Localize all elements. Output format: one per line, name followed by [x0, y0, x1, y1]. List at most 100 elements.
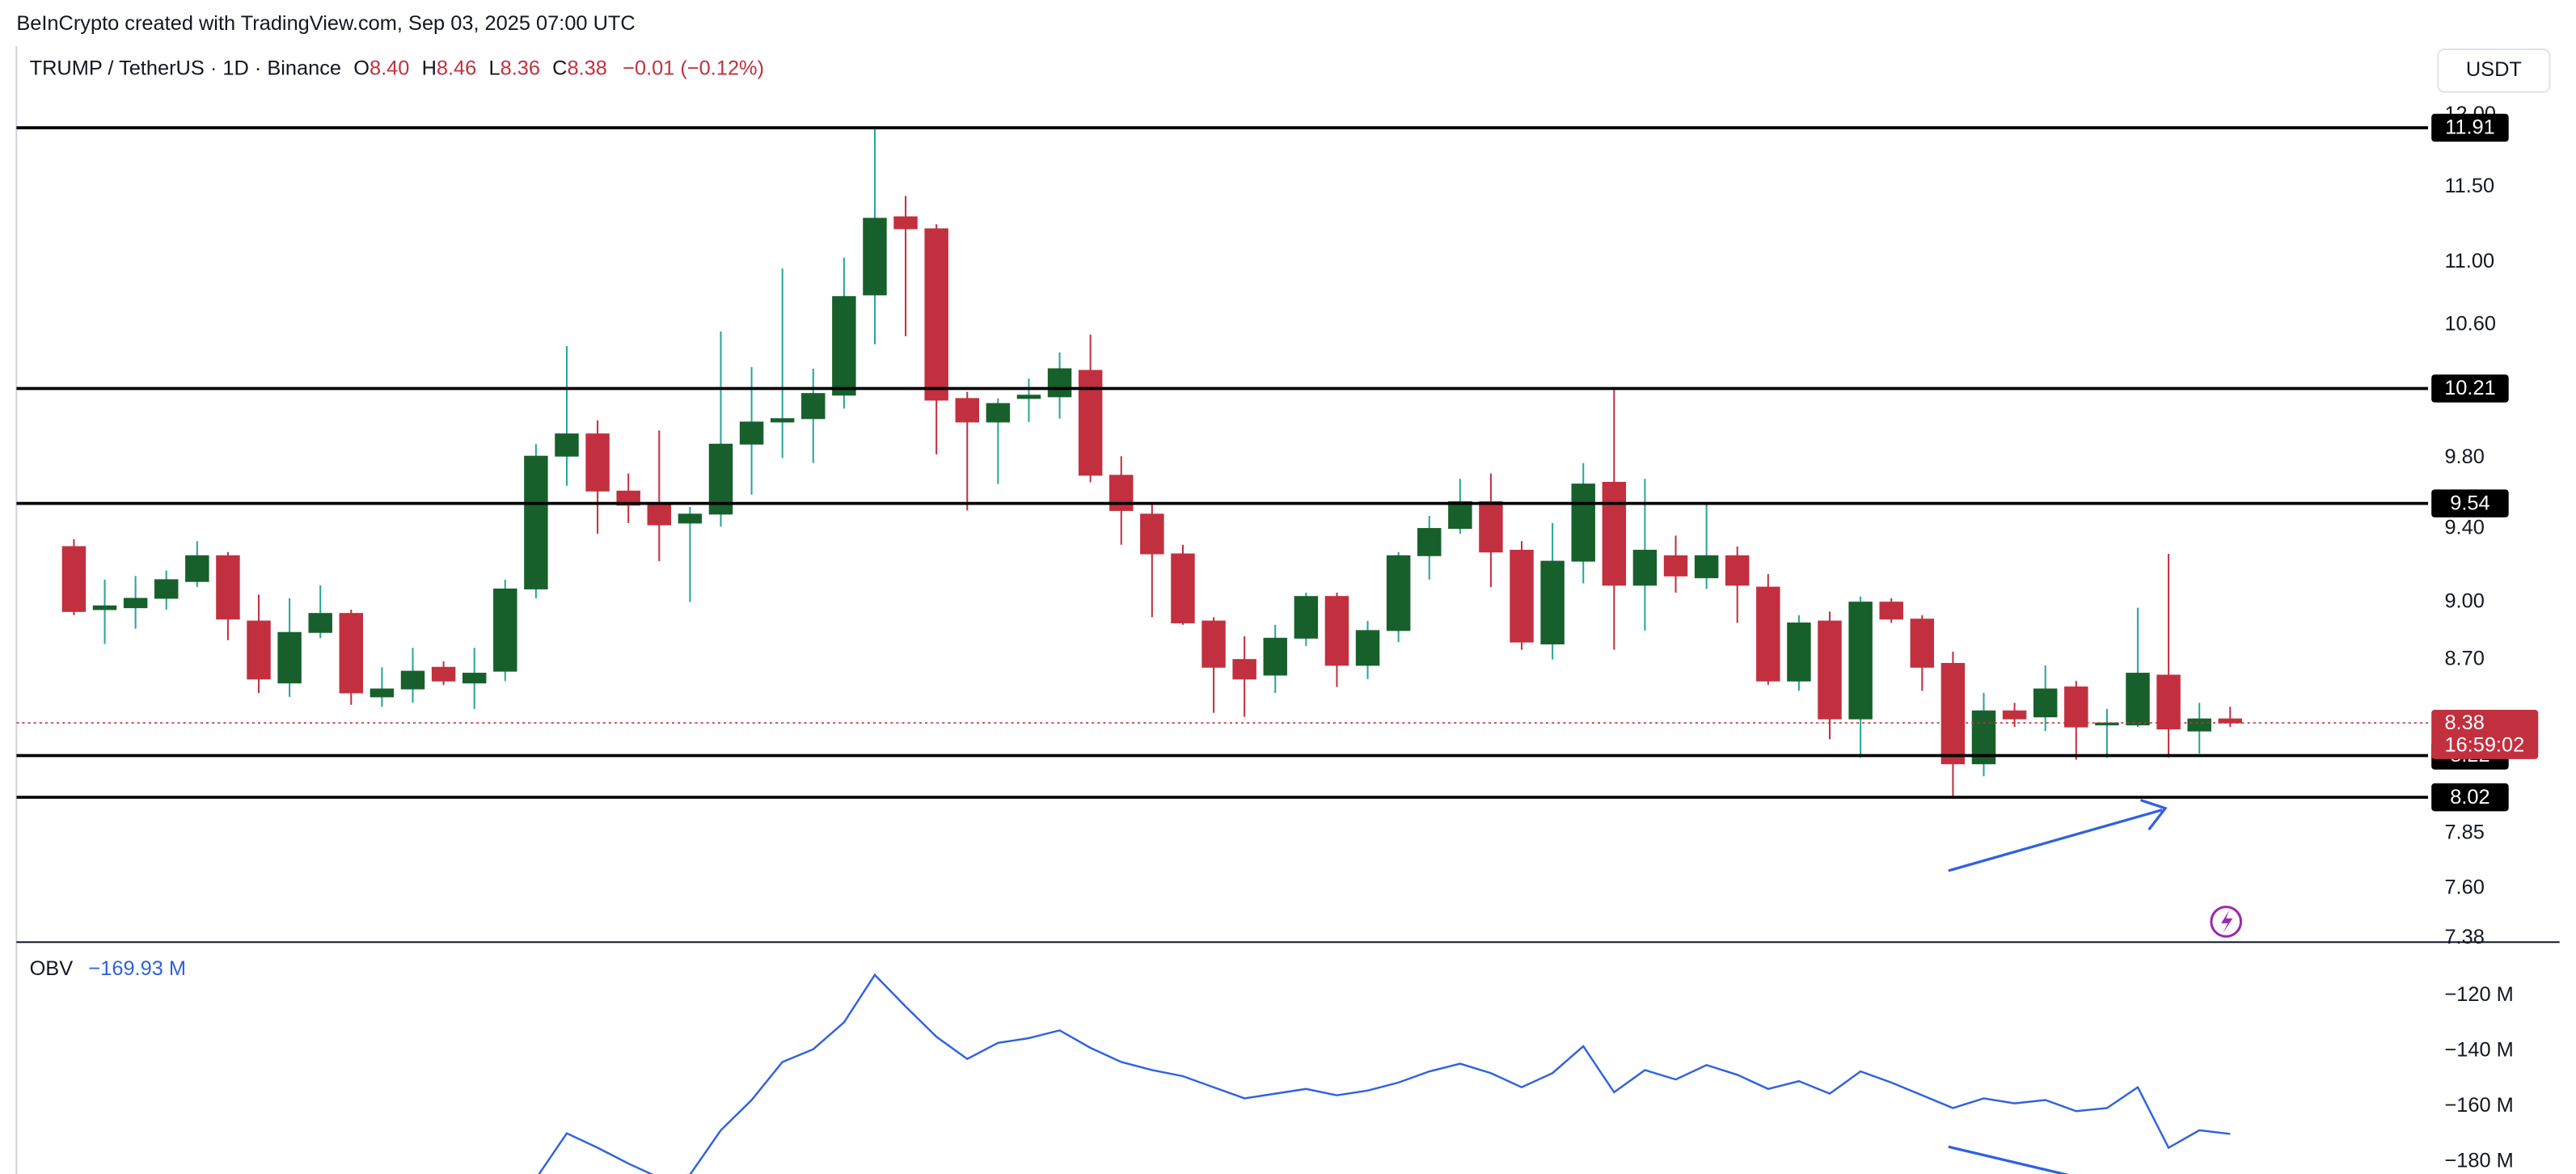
change: −0.01 (−0.12%): [623, 57, 764, 79]
level-label: 9.54: [2450, 492, 2489, 514]
candle-body: [986, 403, 1011, 423]
candle-body: [1848, 602, 1873, 720]
candle-body: [1417, 528, 1442, 556]
candle-body: [2002, 710, 2027, 720]
y-tick-label: −140 M: [2444, 1038, 2513, 1061]
candle-body: [1879, 602, 1903, 620]
candle-body: [2064, 686, 2088, 728]
candle-body: [1632, 549, 1658, 586]
candle-body: [1940, 662, 1966, 765]
level-label: 11.91: [2445, 116, 2495, 139]
candle-body: [1047, 368, 1072, 398]
candle-body: [585, 433, 610, 492]
candle-body: [462, 673, 487, 684]
candle-body: [1016, 395, 1041, 399]
candle-body: [678, 513, 703, 524]
ohlc-value: 8.40: [370, 57, 409, 79]
y-tick-label: 11.00: [2444, 250, 2494, 272]
y-tick-label: 7.85: [2444, 821, 2484, 844]
alert-icon[interactable]: [2210, 906, 2243, 938]
candle-body: [2156, 674, 2181, 730]
obv-axis: −120 M −140 M −160 M −180 M: [2444, 983, 2513, 1172]
candle-body: [493, 588, 517, 672]
candle-body: [1540, 560, 1565, 644]
candle-body: [1448, 500, 1472, 530]
ohlc-key: C: [552, 57, 567, 79]
price-axis: 12.0011.5011.0010.609.809.409.008.707.85…: [2444, 103, 2496, 948]
arrow-head: [2140, 798, 2168, 831]
candle-body: [2187, 718, 2211, 732]
candle-body: [1355, 630, 1380, 666]
candle-body: [955, 398, 980, 423]
candle-body: [400, 670, 425, 690]
candle-body: [770, 418, 795, 423]
ohlc-value: 8.38: [568, 57, 607, 79]
candle-body: [308, 613, 332, 633]
y-tick-label: 8.70: [2444, 647, 2484, 669]
candle-body: [277, 631, 302, 684]
y-tick-label: 10.60: [2444, 313, 2496, 336]
candle-body: [832, 296, 856, 396]
obv-line: [538, 973, 2231, 1174]
y-tick-label: −180 M: [2444, 1150, 2513, 1172]
price-pane: [16, 126, 2429, 799]
level-label-box: [2431, 374, 2509, 403]
candle-body: [431, 666, 456, 682]
candle-body: [1663, 555, 1688, 576]
candle-body: [2033, 688, 2058, 718]
y-tick-label: 7.38: [2444, 926, 2484, 948]
y-tick-label: 9.00: [2444, 589, 2484, 612]
ohlc-key: O: [353, 57, 370, 79]
candle-body: [2095, 722, 2119, 726]
candle-body: [647, 505, 672, 526]
level-label: 8.02: [2450, 786, 2489, 809]
candle-body: [61, 546, 87, 612]
candle-body: [1510, 549, 1534, 643]
level-label-box: [2431, 113, 2509, 142]
candle-body: [247, 620, 271, 680]
countdown: 16:59:02: [2444, 733, 2524, 756]
candle-body: [1263, 637, 1287, 676]
candle-body: [1201, 620, 1226, 668]
candle-body: [524, 455, 548, 589]
candle-body: [863, 217, 887, 296]
y-tick-label: 11.50: [2444, 175, 2494, 197]
ohlc-key: H: [422, 57, 437, 79]
candle-body: [1725, 555, 1750, 586]
ohlc-key: L: [488, 57, 500, 79]
y-tick-label: −120 M: [2444, 983, 2513, 1006]
ohlc-value: 8.36: [500, 57, 540, 79]
candle-body: [1232, 659, 1256, 680]
last-price-box: [2431, 709, 2539, 759]
candle-body: [370, 688, 395, 698]
candle-body: [1171, 553, 1195, 623]
candle-body: [1756, 586, 1780, 682]
alert-bolt[interactable]: [2221, 910, 2233, 934]
candle-body: [185, 555, 209, 582]
candle-body: [739, 421, 764, 445]
candle-body: [1818, 620, 1842, 720]
candle-body: [2126, 673, 2150, 726]
candle-body: [1324, 596, 1349, 666]
currency-button[interactable]: [2437, 48, 2551, 93]
candle-body: [1571, 484, 1595, 562]
candle-body: [1602, 481, 1627, 586]
candle-body: [1694, 555, 1719, 579]
candle-body: [1479, 500, 1503, 553]
last-price-label: 8.38: [2444, 712, 2484, 734]
candle-body: [1910, 619, 1935, 668]
currency[interactable]: USDT: [2466, 58, 2522, 81]
symbol: TRUMP / TetherUS · 1D · Binance: [30, 57, 341, 79]
candle-body: [123, 598, 148, 609]
obv-legend: OBV −169.93 M: [30, 957, 186, 980]
legend: TRUMP / TetherUS · 1D · Binance O8.40 H 8…: [30, 57, 765, 79]
candle-body: [216, 555, 240, 620]
y-tick-label: 7.60: [2444, 876, 2484, 898]
candle-body: [1787, 622, 1811, 682]
candle-body: [92, 605, 117, 610]
y-tick-label: 9.40: [2444, 516, 2484, 538]
